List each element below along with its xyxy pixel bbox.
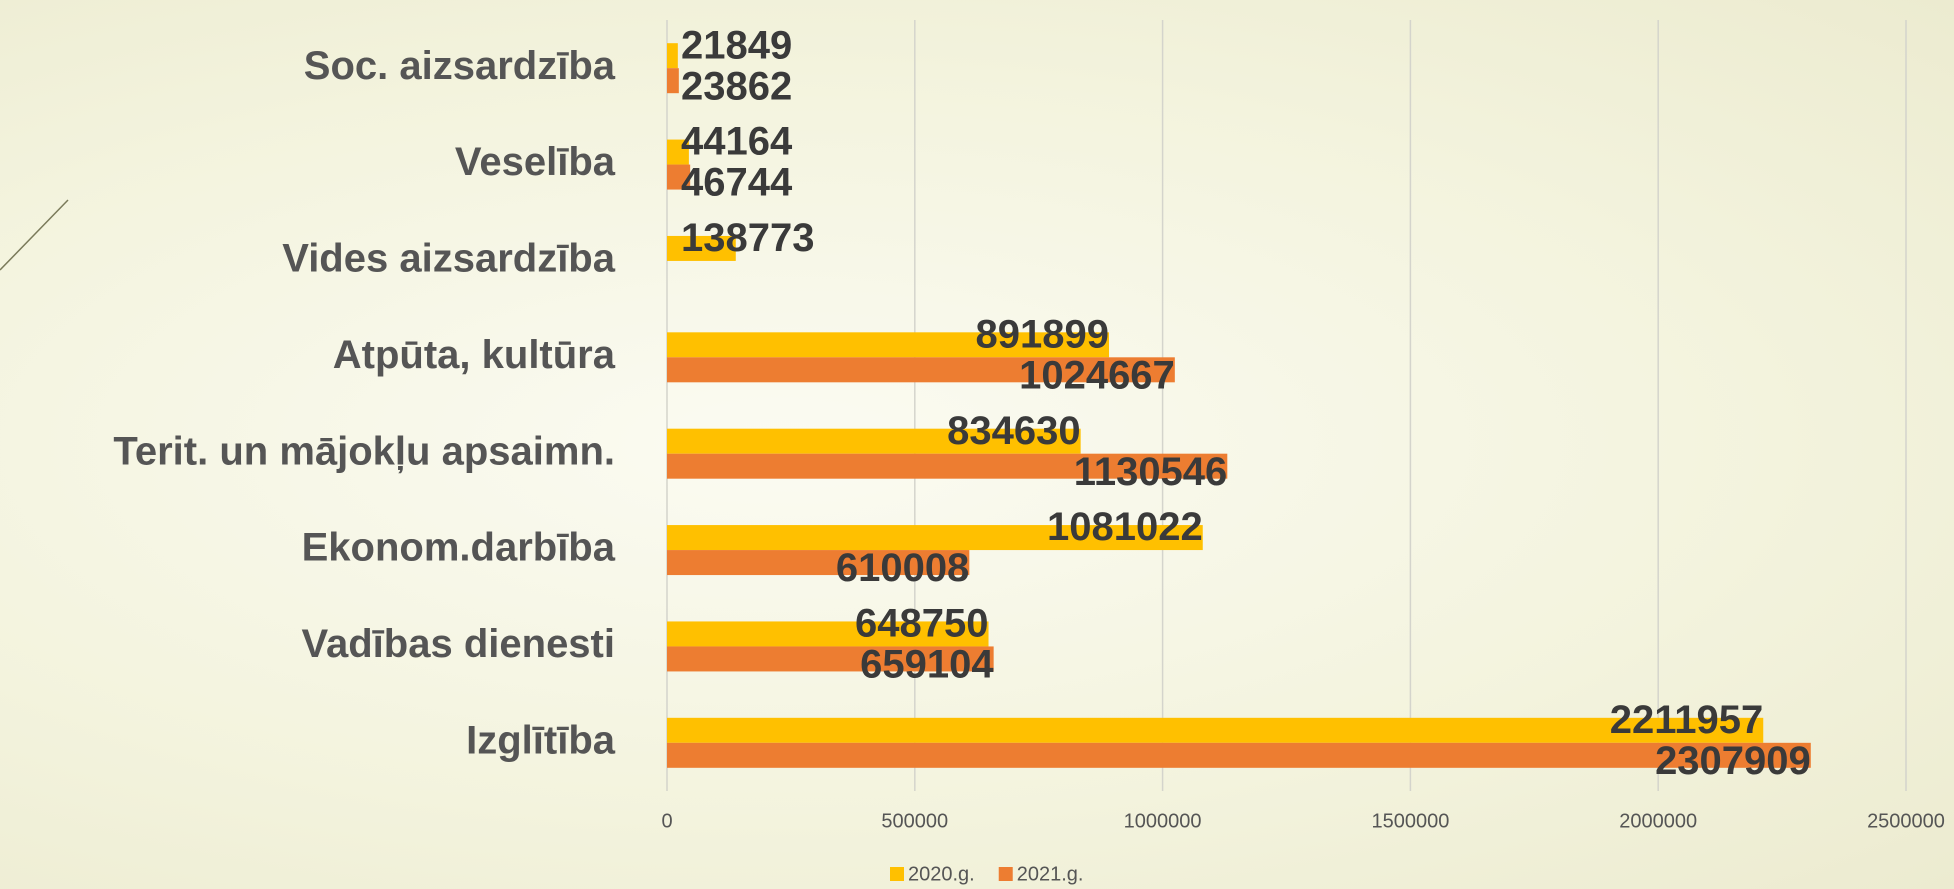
bar	[667, 428, 1081, 454]
bar	[667, 453, 1228, 479]
category-label: Veselība	[455, 140, 616, 184]
bar	[667, 235, 736, 261]
bar	[667, 646, 994, 672]
category-label: Atpūta, kultūra	[333, 333, 616, 377]
data-label: 1081022	[1047, 505, 1203, 549]
bar	[667, 717, 1764, 743]
data-label: 21849	[681, 23, 792, 67]
x-tick-label: 500000	[881, 810, 948, 832]
category-label: Izglītība	[466, 718, 616, 762]
data-label: 834630	[947, 409, 1080, 453]
data-label: 1024667	[1019, 353, 1175, 397]
bar	[667, 621, 989, 647]
x-tick-label: 2500000	[1867, 810, 1945, 832]
bar	[667, 525, 1203, 551]
bar	[667, 164, 691, 190]
data-label: 23862	[681, 64, 792, 108]
data-label: 46744	[681, 161, 793, 205]
decoration	[0, 199, 69, 271]
bar	[667, 43, 678, 69]
legend-swatch	[890, 867, 904, 881]
data-label: 1130546	[1074, 450, 1228, 494]
x-tick-label: 2000000	[1619, 810, 1697, 832]
data-label: 2211957	[1610, 698, 1764, 742]
x-tick-label: 1500000	[1371, 810, 1449, 832]
legend-swatch	[998, 867, 1013, 881]
data-label: 891899	[976, 312, 1109, 356]
category-label: Ekonom.darbība	[302, 526, 616, 570]
category-label: Terit. un mājokļu apsaimn.	[113, 429, 615, 473]
x-tick-label: 0	[661, 810, 672, 832]
category-label: Vadības dienesti	[302, 622, 615, 666]
x-tick-label: 1000000	[1124, 810, 1202, 832]
data-label: 2307909	[1655, 739, 1811, 783]
data-label: 659104	[860, 643, 994, 687]
bar	[667, 332, 1110, 358]
data-label: 44164	[681, 120, 793, 164]
bar	[667, 742, 1811, 768]
legend-label: 2021.g.	[1017, 863, 1084, 885]
data-label: 610008	[836, 546, 969, 590]
bar	[667, 357, 1175, 383]
category-label: Soc. aizsardzība	[304, 44, 616, 88]
category-label: Vides aizsardzība	[282, 237, 616, 281]
legend-label: 2020.g.	[908, 863, 975, 885]
bar	[667, 68, 679, 94]
bar	[667, 139, 689, 165]
data-label: 648750	[855, 602, 988, 646]
bar	[667, 550, 970, 576]
data-label: 138773	[681, 216, 814, 260]
